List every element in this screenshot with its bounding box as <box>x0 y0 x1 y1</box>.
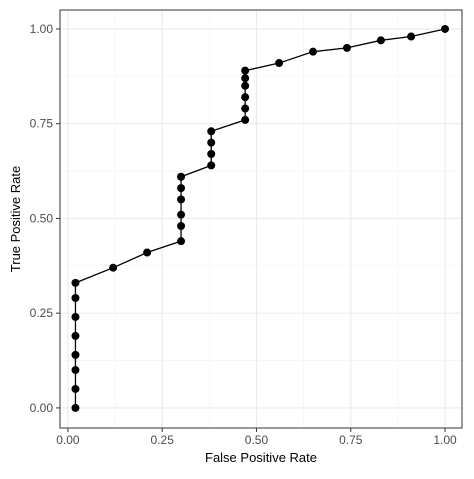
point <box>241 115 250 124</box>
point <box>241 81 250 90</box>
panel-border <box>59 9 463 429</box>
point <box>441 24 450 33</box>
point <box>207 150 216 159</box>
point <box>143 248 152 257</box>
point <box>177 222 186 231</box>
y-tick-label: 0.00 <box>30 401 54 415</box>
x-tick-label: 0.00 <box>56 433 80 447</box>
point <box>241 93 250 102</box>
point <box>109 263 118 272</box>
x-tick-label: 0.50 <box>245 433 269 447</box>
point <box>71 350 80 359</box>
x-tick-label: 0.75 <box>339 433 363 447</box>
point <box>207 161 216 170</box>
point <box>241 74 250 83</box>
y-tick-label: 1.00 <box>30 22 54 36</box>
point <box>177 172 186 181</box>
point <box>71 366 80 375</box>
x-tick-label: 1.00 <box>433 433 457 447</box>
point <box>177 210 186 219</box>
y-tick-label: 0.50 <box>30 211 54 225</box>
point <box>71 331 80 340</box>
point <box>177 195 186 204</box>
y-tick-label: 0.25 <box>30 306 54 320</box>
point <box>275 59 284 68</box>
x-axis-title: False Positive Rate <box>205 450 317 465</box>
point <box>207 138 216 147</box>
point <box>376 36 385 45</box>
point <box>309 47 318 56</box>
point <box>207 127 216 136</box>
x-tick-label: 0.25 <box>151 433 175 447</box>
point <box>71 294 80 303</box>
point <box>71 278 80 287</box>
point <box>71 312 80 321</box>
y-tick-label: 0.75 <box>30 117 54 131</box>
point <box>241 104 250 113</box>
point <box>71 403 80 412</box>
point <box>71 384 80 393</box>
point <box>177 184 186 193</box>
y-axis-title: True Positive Rate <box>8 166 23 272</box>
point <box>177 237 186 246</box>
point <box>241 66 250 75</box>
point <box>407 32 416 41</box>
point <box>342 43 351 52</box>
